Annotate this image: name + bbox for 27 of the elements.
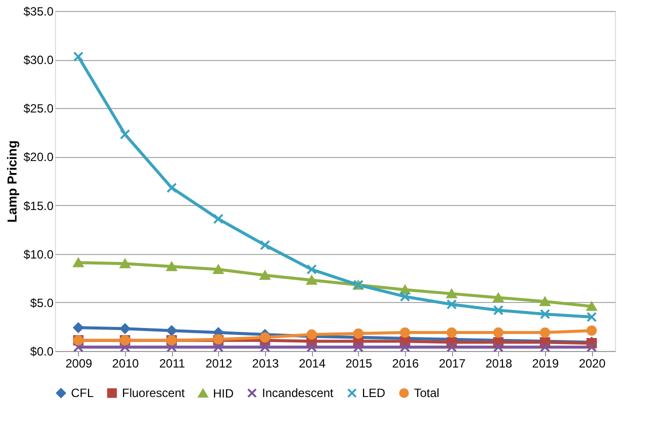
x-tick-label: 2020 bbox=[578, 356, 606, 370]
y-axis-title: Lamp Pricing bbox=[4, 140, 20, 223]
x-tick-label: 2009 bbox=[65, 356, 93, 370]
x-tick-label: 2017 bbox=[438, 356, 466, 370]
y-tick-label: $10.0 bbox=[23, 247, 54, 262]
x-tick-label: 2016 bbox=[392, 356, 420, 370]
y-tick-label: $0.0 bbox=[30, 344, 54, 358]
x-tick-label: 2014 bbox=[298, 356, 326, 370]
x-tick-label: 2013 bbox=[252, 356, 280, 370]
legend-label: HID bbox=[213, 386, 234, 400]
legend-label: LED bbox=[362, 386, 386, 400]
y-tick-label: $25.0 bbox=[23, 102, 54, 116]
y-tick-label: $20.0 bbox=[23, 150, 54, 164]
legend-label: Incandescent bbox=[262, 386, 334, 400]
x-tick-label: 2019 bbox=[532, 356, 560, 370]
y-tick-label: $15.0 bbox=[23, 198, 54, 213]
legend-label: Total bbox=[414, 386, 440, 400]
legend-label: Fluorescent bbox=[122, 386, 186, 400]
x-tick-label: 2012 bbox=[205, 356, 233, 370]
x-tick-label: 2018 bbox=[485, 356, 513, 370]
x-tick-label: 2010 bbox=[112, 356, 140, 370]
y-tick-label: $30.0 bbox=[23, 53, 54, 68]
legend-label: CFL bbox=[71, 386, 94, 400]
x-tick-label: 2015 bbox=[345, 356, 373, 370]
y-tick-label: $35.0 bbox=[23, 4, 54, 18]
x-tick-label: 2011 bbox=[159, 356, 186, 370]
y-tick-label: $5.0 bbox=[30, 296, 54, 310]
